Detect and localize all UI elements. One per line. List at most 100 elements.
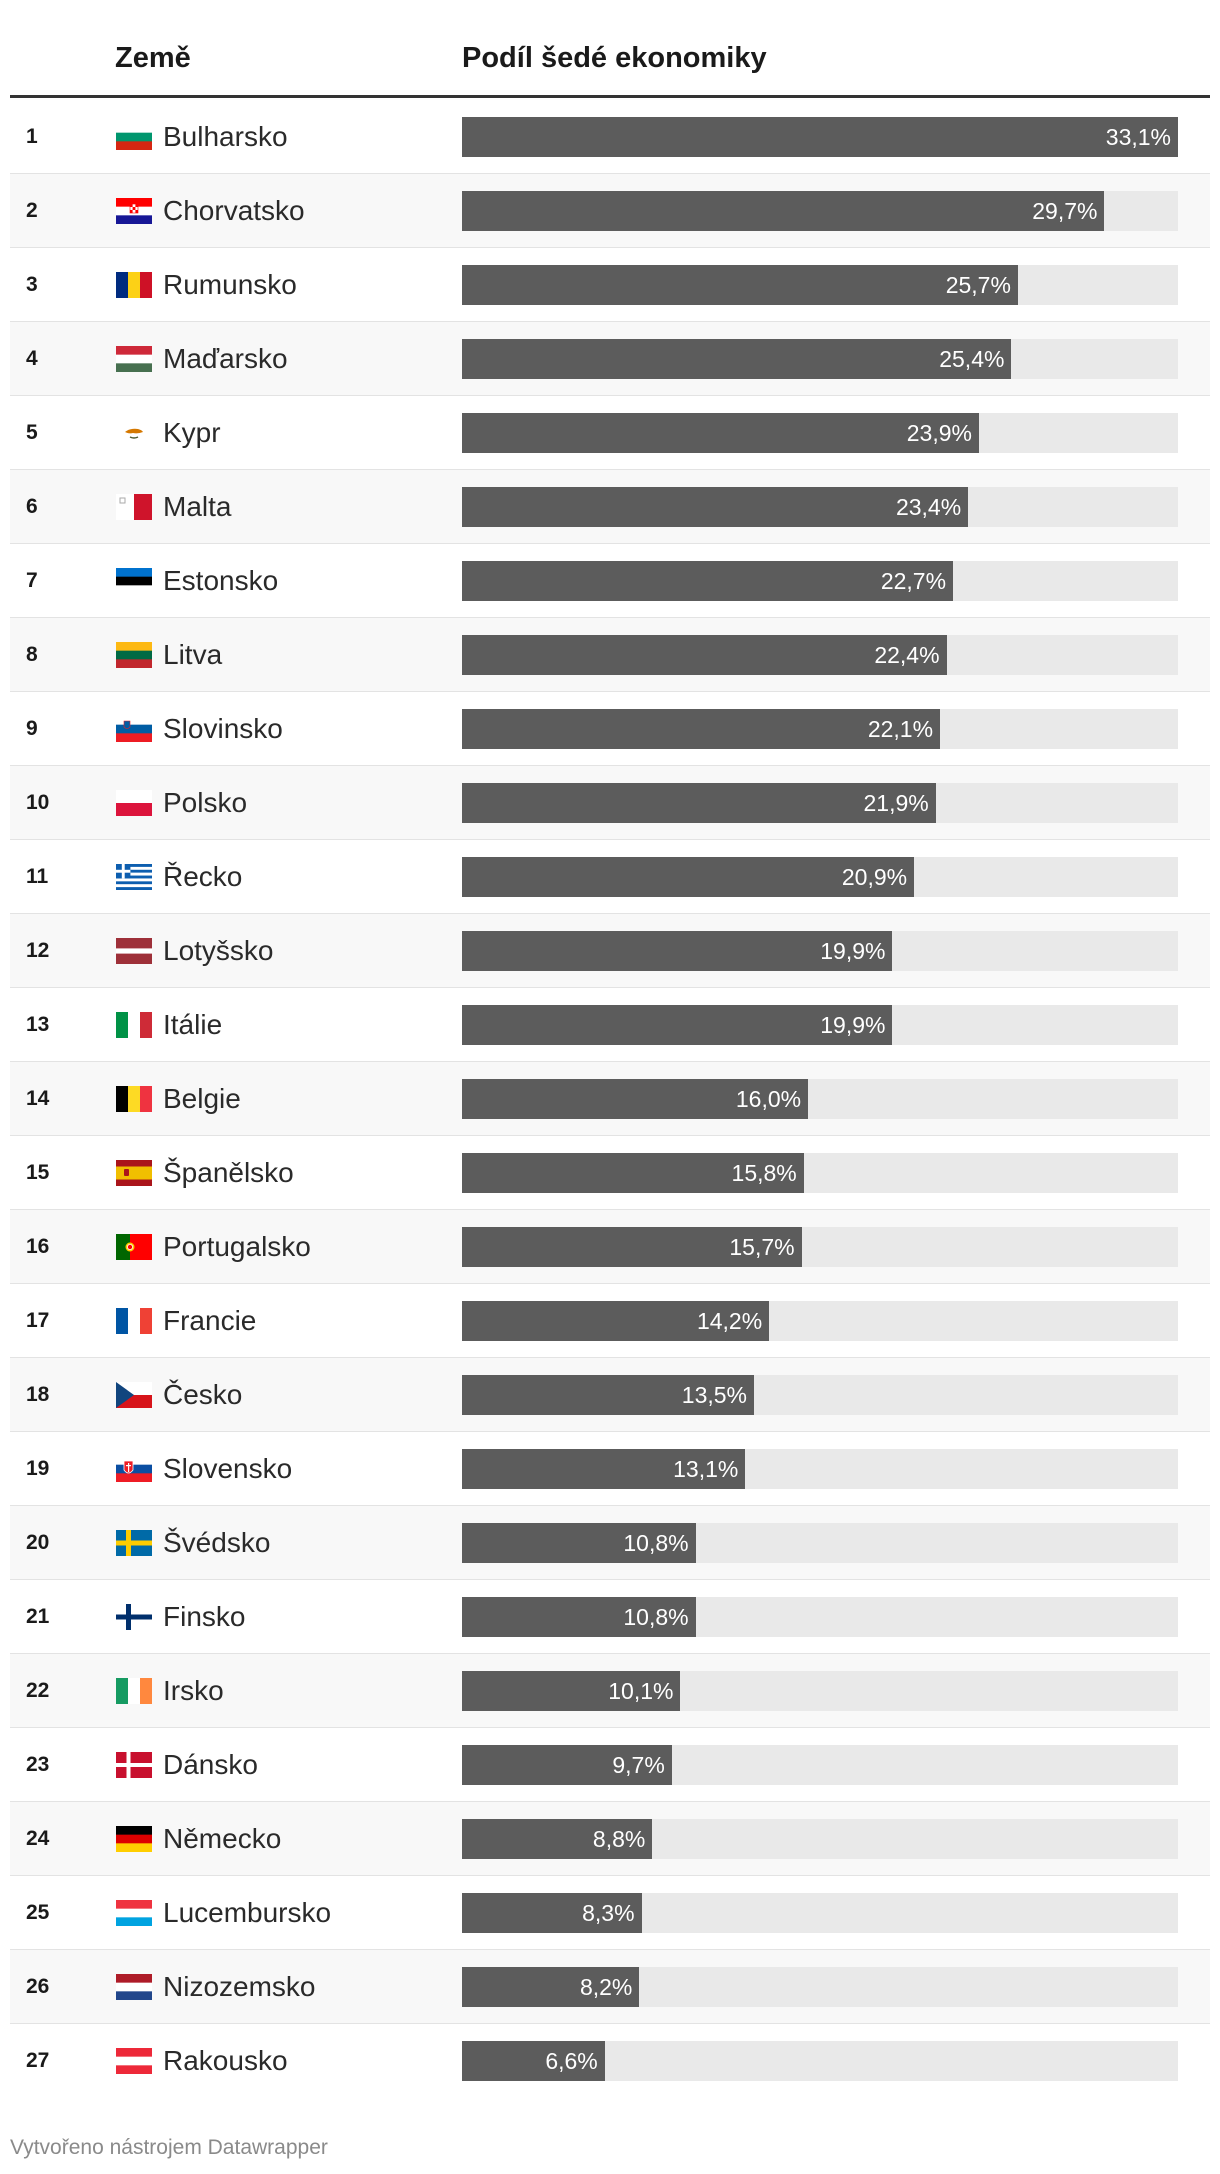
table-row: 12 Lotyšsko 19,9% — [10, 914, 1210, 988]
rank-cell: 21 — [26, 1605, 50, 1628]
flag-pt-icon — [116, 1234, 152, 1260]
bar-track: 22,1% — [462, 709, 1178, 749]
rank-cell: 7 — [26, 569, 38, 592]
bar-track: 16,0% — [462, 1079, 1178, 1119]
bar-fill: 14,2% — [462, 1301, 770, 1341]
bar-fill: 10,8% — [462, 1523, 696, 1563]
bar-track: 21,9% — [462, 783, 1178, 823]
rank-cell: 25 — [26, 1901, 50, 1924]
value-label: 8,2% — [579, 1974, 633, 2000]
bar-track: 20,9% — [462, 857, 1178, 897]
flag-nl-icon — [116, 1974, 152, 2000]
bar-track: 14,2% — [462, 1301, 1178, 1341]
flag-ie-icon — [116, 1678, 152, 1704]
flag-hu-icon — [116, 346, 152, 372]
bar-track: 25,4% — [462, 339, 1178, 379]
country-name: Španělsko — [163, 1157, 294, 1188]
table-row: 2 Chorvatsko 29,7% — [10, 174, 1210, 248]
bar-track: 15,7% — [462, 1227, 1178, 1267]
rank-cell: 8 — [26, 643, 38, 666]
bar-fill: 9,7% — [462, 1745, 672, 1785]
value-label: 6,6% — [545, 2048, 598, 2074]
flag-bg-icon — [116, 124, 152, 150]
bar-fill: 19,9% — [462, 1005, 893, 1045]
flag-lt-icon — [116, 642, 152, 668]
rank-cell: 3 — [26, 273, 38, 296]
table-row: 17 Francie 14,2% — [10, 1284, 1210, 1358]
credit-footer: Vytvořeno nástrojem Datawrapper — [10, 2136, 328, 2159]
country-name: Řecko — [163, 861, 243, 892]
bar-track: 29,7% — [462, 191, 1178, 231]
bar-fill: 21,9% — [462, 783, 936, 823]
table-row: 6 Malta 23,4% — [10, 470, 1210, 544]
bar-fill: 8,8% — [462, 1819, 653, 1859]
table-row: 16 Portugalsko 15,7% — [10, 1210, 1210, 1284]
country-name: Německo — [163, 1823, 282, 1854]
value-label: 22,4% — [874, 642, 940, 668]
flag-cy-icon — [116, 420, 152, 446]
country-name: Bulharsko — [163, 121, 288, 152]
rank-cell: 16 — [26, 1235, 50, 1258]
value-label: 10,8% — [623, 1604, 689, 1630]
bar-track: 9,7% — [462, 1745, 1178, 1785]
bar-fill: 22,7% — [462, 561, 954, 601]
country-name: Rumunsko — [163, 269, 297, 300]
rank-cell: 14 — [26, 1087, 50, 1110]
bar-fill: 15,7% — [462, 1227, 802, 1267]
country-name: Finsko — [163, 1601, 246, 1632]
table-row: 23 Dánsko 9,7% — [10, 1728, 1210, 1802]
table-row: 15 Španělsko 15,8% — [10, 1136, 1210, 1210]
country-name: Rakousko — [163, 2045, 288, 2076]
bar-fill: 13,1% — [462, 1449, 746, 1489]
bar-fill: 25,7% — [462, 265, 1018, 305]
bar-fill: 19,9% — [462, 931, 893, 971]
rank-cell: 27 — [26, 2049, 50, 2072]
bar-fill: 22,1% — [462, 709, 941, 749]
rank-cell: 4 — [26, 347, 38, 370]
flag-si-icon — [116, 716, 152, 742]
country-name: Irsko — [163, 1675, 224, 1706]
table-row: 26 Nizozemsko 8,2% — [10, 1950, 1210, 2024]
bar-fill: 8,2% — [462, 1967, 640, 2007]
flag-lv-icon — [116, 938, 152, 964]
table-row: 25 Lucembursko 8,3% — [10, 1876, 1210, 1950]
table-row: 14 Belgie 16,0% — [10, 1062, 1210, 1136]
bar-fill: 10,1% — [462, 1671, 681, 1711]
rank-cell: 22 — [26, 1679, 50, 1702]
table-row: 21 Finsko 10,8% — [10, 1580, 1210, 1654]
bar-fill: 20,9% — [462, 857, 915, 897]
bar-track: 8,2% — [462, 1967, 1178, 2007]
country-name: Portugalsko — [163, 1231, 311, 1262]
value-label: 9,7% — [612, 1752, 665, 1778]
value-label: 10,1% — [608, 1678, 674, 1704]
table-row: 4 Maďarsko 25,4% — [10, 322, 1210, 396]
bar-track: 10,8% — [462, 1523, 1178, 1563]
bar-fill: 13,5% — [462, 1375, 755, 1415]
country-name: Lotyšsko — [163, 935, 274, 966]
value-label: 8,8% — [592, 1826, 646, 1852]
value-label: 15,7% — [729, 1234, 795, 1260]
table-row: 8 Litva 22,4% — [10, 618, 1210, 692]
rank-cell: 5 — [26, 421, 38, 444]
flag-fr-icon — [116, 1308, 152, 1334]
flag-gr-icon — [116, 864, 152, 890]
bar-track: 10,8% — [462, 1597, 1178, 1637]
table-row: 5 Kypr 23,9% — [10, 396, 1210, 470]
country-name: Kypr — [163, 417, 221, 448]
table-row: 20 Švédsko 10,8% — [10, 1506, 1210, 1580]
column-header-share[interactable]: Podíl šedé ekonomiky — [462, 42, 767, 74]
country-name: Maďarsko — [163, 343, 288, 374]
country-name: Lucembursko — [163, 1897, 332, 1928]
country-name: Švédsko — [163, 1527, 271, 1558]
flag-sk-icon — [116, 1456, 152, 1482]
bar-track: 13,1% — [462, 1449, 1178, 1489]
country-name: Malta — [163, 491, 232, 522]
bar-fill: 15,8% — [462, 1153, 804, 1193]
flag-es-icon — [116, 1160, 152, 1186]
column-header-country[interactable]: Země — [115, 42, 191, 74]
table-row: 18 Česko 13,5% — [10, 1358, 1210, 1432]
rank-cell: 9 — [26, 717, 38, 740]
rank-cell: 1 — [26, 125, 38, 148]
country-name: Česko — [163, 1379, 243, 1410]
value-label: 13,1% — [673, 1456, 739, 1482]
